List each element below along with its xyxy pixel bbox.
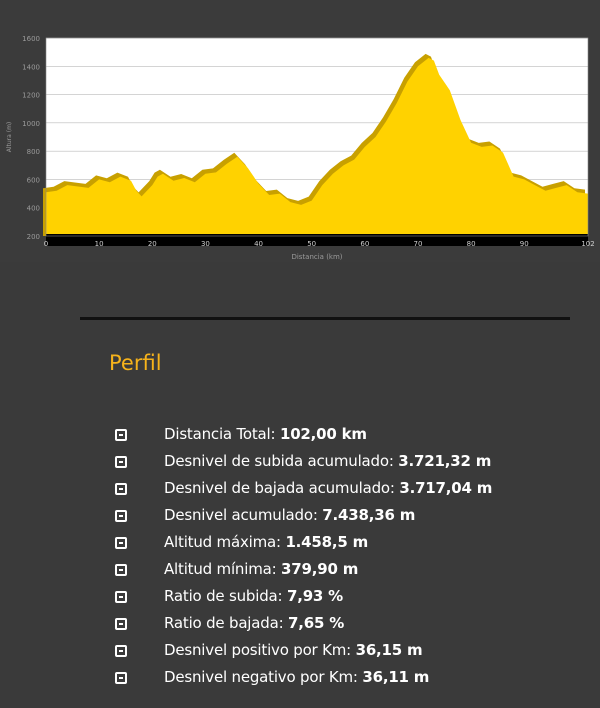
stat-row-altitud-minima[interactable]: Altitud mínima: 379,90 m	[0, 560, 600, 584]
stat-text: Altitud mínima: 379,90 m	[164, 560, 358, 578]
stat-row-ratio-bajada[interactable]: Ratio de bajada: 7,65 %	[0, 614, 600, 638]
stat-row-desnivel-positivo-km[interactable]: Desnivel positivo por Km: 36,15 m	[0, 641, 600, 665]
stat-value: 102,00 km	[279, 425, 367, 443]
x-tick-label: 40	[254, 240, 263, 248]
collapse-icon[interactable]	[115, 591, 127, 603]
stat-label: Desnivel de subida acumulado:	[164, 452, 399, 470]
stat-text: Desnivel de bajada acumulado: 3.717,04 m	[164, 479, 492, 497]
stat-text: Ratio de subida: 7,93 %	[164, 587, 343, 605]
y-tick-label: 800	[27, 148, 40, 156]
stat-label: Ratio de bajada:	[164, 614, 289, 632]
collapse-icon[interactable]	[115, 672, 127, 684]
x-tick-label: 102	[581, 240, 594, 248]
stat-label: Altitud mínima:	[164, 560, 282, 578]
elevation-area	[46, 57, 588, 237]
stat-value: 7.438,36 m	[322, 506, 416, 524]
stat-row-distancia-total[interactable]: Distancia Total: 102,00 km	[0, 425, 600, 449]
y-tick-label: 1200	[22, 92, 40, 100]
stat-row-desnivel-bajada[interactable]: Desnivel de bajada acumulado: 3.717,04 m	[0, 479, 600, 503]
stat-text: Ratio de bajada: 7,65 %	[164, 614, 344, 632]
y-tick-label: 200	[27, 233, 40, 241]
collapse-icon[interactable]	[115, 618, 127, 630]
y-tick-label: 1400	[22, 63, 40, 71]
stat-value: 1.458,5 m	[285, 533, 369, 551]
stat-value: 3.721,32 m	[398, 452, 492, 470]
section-title: Perfil	[109, 351, 162, 375]
stat-value: 36,11 m	[362, 668, 430, 686]
collapse-icon[interactable]	[115, 510, 127, 522]
collapse-icon[interactable]	[115, 429, 127, 441]
stat-label: Distancia Total:	[164, 425, 280, 443]
y-axis-label: Altura (m)	[6, 122, 13, 153]
x-axis-label: Distancia (km)	[291, 253, 342, 261]
x-tick-label: 30	[201, 240, 210, 248]
stat-value: 7,93 %	[286, 587, 344, 605]
x-tick-label: 80	[467, 240, 476, 248]
y-tick-label: 600	[27, 176, 40, 184]
section-divider	[80, 317, 570, 320]
elevation-chart: 200 400 600 800 1000 1200 1400 1600 0 10 20 30 40 50 6…	[6, 35, 595, 261]
plot-border	[45, 37, 589, 237]
y-tick-label: 1000	[22, 120, 40, 128]
stat-label: Desnivel negativo por Km:	[164, 668, 363, 686]
stat-text: Distancia Total: 102,00 km	[164, 425, 367, 443]
collapse-icon[interactable]	[115, 537, 127, 549]
stat-label: Desnivel acumulado:	[164, 506, 323, 524]
collapse-icon[interactable]	[115, 456, 127, 468]
stat-text: Desnivel acumulado: 7.438,36 m	[164, 506, 415, 524]
x-tick-label: 60	[360, 240, 369, 248]
stat-text: Altitud máxima: 1.458,5 m	[164, 533, 368, 551]
elevation-chart-panel: 200 400 600 800 1000 1200 1400 1600 0 10 20 30 40 50 6…	[0, 0, 600, 262]
x-tick-label: 50	[307, 240, 316, 248]
collapse-icon[interactable]	[115, 483, 127, 495]
stat-row-ratio-subida[interactable]: Ratio de subida: 7,93 %	[0, 587, 600, 611]
y-tick-label: 1600	[22, 35, 40, 43]
stat-label: Desnivel positivo por Km:	[164, 641, 356, 659]
stat-label: Desnivel de bajada acumulado:	[164, 479, 400, 497]
stat-row-altitud-maxima[interactable]: Altitud máxima: 1.458,5 m	[0, 533, 600, 557]
x-tick-label: 0	[44, 240, 48, 248]
y-tick-label: 400	[27, 205, 40, 213]
stat-value: 3.717,04 m	[399, 479, 493, 497]
stat-row-desnivel-acumulado[interactable]: Desnivel acumulado: 7.438,36 m	[0, 506, 600, 530]
x-tick-label: 20	[148, 240, 157, 248]
x-tick-label: 70	[413, 240, 422, 248]
stat-row-desnivel-subida[interactable]: Desnivel de subida acumulado: 3.721,32 m	[0, 452, 600, 476]
stat-text: Desnivel positivo por Km: 36,15 m	[164, 641, 423, 659]
x-tick-label: 10	[95, 240, 104, 248]
x-axis-bar	[46, 234, 588, 246]
stat-text: Desnivel de subida acumulado: 3.721,32 m	[164, 452, 491, 470]
stat-value: 7,65 %	[288, 614, 345, 632]
stat-value: 379,90 m	[281, 560, 359, 578]
collapse-icon[interactable]	[115, 564, 127, 576]
stat-text: Desnivel negativo por Km: 36,11 m	[164, 668, 429, 686]
stat-label: Ratio de subida:	[164, 587, 287, 605]
stat-label: Altitud máxima:	[164, 533, 286, 551]
x-tick-label: 90	[520, 240, 529, 248]
stat-value: 36,15 m	[355, 641, 423, 659]
stat-row-desnivel-negativo-km[interactable]: Desnivel negativo por Km: 36,11 m	[0, 668, 600, 692]
collapse-icon[interactable]	[115, 645, 127, 657]
